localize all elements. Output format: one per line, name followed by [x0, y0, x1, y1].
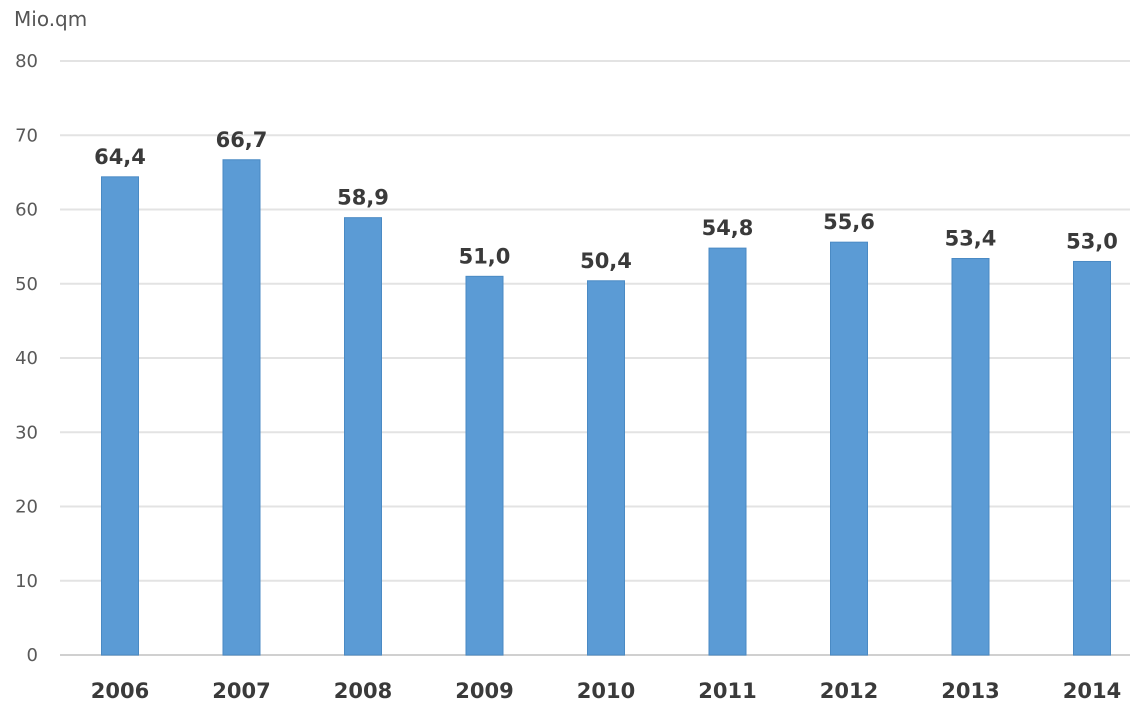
y-tick-label: 50: [15, 274, 38, 295]
bar-2013: [951, 258, 990, 656]
x-tick-label-2007: 2007: [212, 679, 270, 703]
bar-2006: [101, 176, 139, 656]
bar-2014: [1073, 260, 1111, 656]
x-tick-label-2008: 2008: [334, 679, 392, 703]
data-label-2008: 58,9: [337, 186, 389, 210]
y-axis-unit-label: Mio.qm: [14, 7, 87, 31]
y-tick-label: 30: [15, 422, 38, 443]
bars: [101, 159, 1111, 656]
x-tick-label-2014: 2014: [1063, 679, 1121, 703]
data-label-2007: 66,7: [216, 128, 268, 152]
x-tick-label-2006: 2006: [91, 679, 149, 703]
bar-2011: [708, 247, 747, 656]
y-axis-ticks: 0 10 20 30 40 50 60 70 80: [15, 51, 38, 666]
y-tick-label: 70: [15, 125, 38, 146]
x-tick-label-2009: 2009: [455, 679, 513, 703]
bar-2010: [587, 280, 625, 656]
y-tick-label: 0: [27, 645, 38, 666]
data-label-2006: 64,4: [94, 145, 146, 169]
data-label-2014: 53,0: [1066, 229, 1118, 253]
bar-2008: [344, 217, 382, 656]
data-label-2013: 53,4: [945, 227, 997, 251]
x-tick-label-2012: 2012: [820, 679, 878, 703]
data-label-2009: 51,0: [459, 244, 511, 268]
y-tick-label: 60: [15, 200, 38, 221]
bar-2007: [222, 159, 261, 656]
y-tick-label: 10: [15, 571, 38, 592]
x-tick-label-2011: 2011: [698, 679, 756, 703]
y-tick-label: 40: [15, 348, 38, 369]
bar-2009: [465, 275, 504, 656]
data-label-2012: 55,6: [823, 210, 875, 234]
y-tick-label: 20: [15, 497, 38, 518]
data-label-2010: 50,4: [580, 249, 632, 273]
x-tick-label-2013: 2013: [941, 679, 999, 703]
x-axis-ticks: 2006 2007 2008 2009 2010 2011 2012 2013 2014: [91, 679, 1121, 703]
x-tick-label-2010: 2010: [577, 679, 635, 703]
bar-2012: [830, 241, 868, 656]
data-label-2011: 54,8: [702, 216, 754, 240]
data-labels: 64,4 66,7 58,9 51,0 50,4 54,8 55,6 53,4 53,0: [94, 128, 1118, 273]
y-tick-label: 80: [15, 51, 38, 72]
